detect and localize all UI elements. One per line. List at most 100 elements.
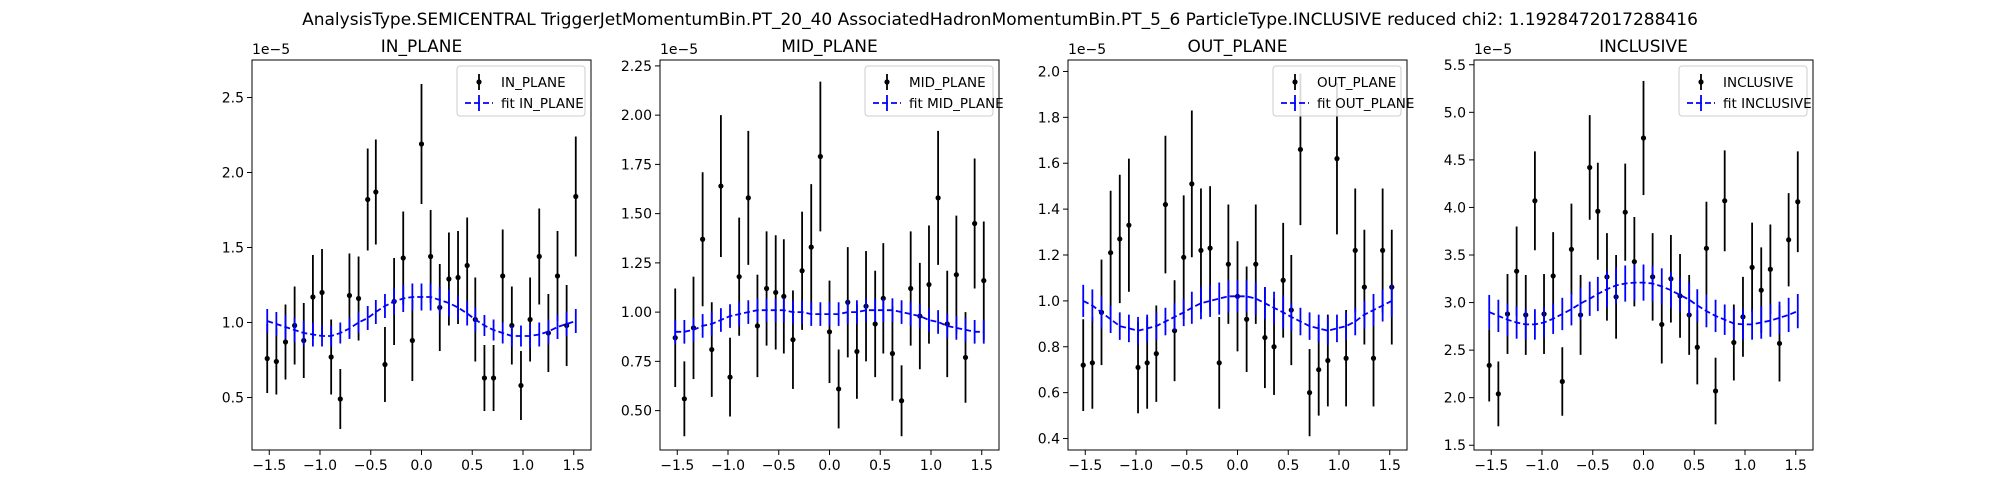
data-point	[464, 262, 470, 269]
data-point	[1370, 355, 1377, 361]
data-point	[365, 196, 371, 203]
data-point	[382, 361, 388, 368]
legend-fit-label: fit OUT_PLANE	[1317, 96, 1414, 112]
y-tick-label: 0.75	[621, 354, 652, 370]
legend-data-label: INCLUSIVE	[1723, 75, 1794, 91]
data-point	[1108, 250, 1114, 256]
data-point	[926, 281, 932, 288]
y-tick-label: 1.6	[1038, 156, 1060, 172]
y-tick-label: 5.5	[1444, 58, 1466, 74]
data-point	[826, 329, 833, 335]
y-tick-label: 2.5	[1444, 343, 1466, 359]
y-tick-label: 5.0	[1444, 105, 1466, 121]
panel-title: MID_PLANE	[781, 37, 877, 57]
y-tick-label: 0.4	[1038, 432, 1060, 448]
data-point	[799, 268, 805, 274]
data-point	[1532, 198, 1538, 204]
x-tick-label: 0.0	[1632, 458, 1654, 474]
legend-fit-label: fit IN_PLANE	[501, 96, 584, 112]
data-point	[1153, 351, 1159, 357]
y-tick-label: 3.5	[1444, 248, 1466, 264]
data-point	[536, 253, 542, 260]
x-tick-label: −1.5	[252, 458, 286, 474]
subplot-inclusive: INCLUSIVE 1e−5 −1.5 −1.0 −0.5 0.0 0.5 1.0 1.5 1.5…	[1444, 37, 1814, 474]
data-point	[1126, 222, 1132, 228]
y-tick-label: 0.5	[222, 391, 244, 407]
y-tick-label: 1.25	[621, 256, 652, 272]
data-point	[981, 278, 987, 284]
legend-fit-label: fit INCLUSIVE	[1723, 96, 1812, 112]
fit-line	[675, 309, 984, 333]
y-tick-label: 1.2	[1038, 248, 1060, 264]
data-point	[518, 382, 524, 389]
y-scale-label: 1e−5	[1474, 42, 1512, 58]
subplot-out-plane: OUT_PLANE 1e−5 −1.5 −1.0 −0.5 0.0 0.5 1.0 1.5 0.4…	[1038, 37, 1415, 474]
data-point	[1659, 321, 1665, 328]
data-point	[282, 339, 289, 345]
data-point	[1198, 247, 1204, 254]
figure-suptitle: AnalysisType.SEMICENTRAL TriggerJetMomen…	[302, 10, 1698, 30]
data-point	[953, 272, 959, 278]
data-point	[346, 292, 353, 299]
y-scale-label: 1e−5	[660, 42, 698, 58]
data-point	[1262, 334, 1268, 341]
fit-line	[1488, 281, 1799, 326]
legend-data-label: OUT_PLANE	[1317, 75, 1396, 91]
data-point	[355, 295, 362, 302]
data-point	[1595, 208, 1601, 214]
data-point	[1694, 344, 1700, 350]
data-point	[1361, 284, 1367, 290]
x-tick-label: 0.0	[818, 458, 840, 474]
y-tick-label: 1.75	[621, 157, 652, 173]
legend-data-label: IN_PLANE	[501, 75, 566, 91]
data-point	[1767, 266, 1773, 272]
x-tick-label: 1.0	[1328, 458, 1350, 474]
x-tick-label: 0.0	[1226, 458, 1248, 474]
data-point	[854, 348, 860, 355]
data-point	[962, 354, 969, 361]
axes-frame	[659, 59, 1000, 451]
x-tick-label: −1.5	[1068, 458, 1102, 474]
data-point	[500, 273, 506, 279]
data-point	[1216, 360, 1222, 366]
y-tick-label: 2.0	[1038, 64, 1060, 80]
data-point	[1297, 146, 1304, 153]
x-tick-label: 0.5	[869, 458, 891, 474]
y-tick-label: 2.5	[222, 91, 244, 107]
data-point	[490, 375, 497, 381]
data-point	[1640, 135, 1647, 141]
data-point	[1776, 340, 1783, 347]
data-point	[554, 273, 561, 279]
x-tick-label: 1.0	[920, 458, 942, 474]
subplot-mid-plane: MID_PLANE 1e−5 −1.5 −1.0 −0.5 0.0 0.5 1.0 1.5 0.5…	[621, 37, 1004, 474]
y-scale-label: 1e−5	[252, 42, 290, 58]
x-tick-label: 0.0	[410, 458, 432, 474]
data-point	[727, 374, 733, 380]
data-point	[1587, 164, 1593, 171]
x-tick-label: −1.5	[1474, 458, 1508, 474]
data-point	[1786, 237, 1792, 243]
x-tick-label: 1.0	[512, 458, 534, 474]
data-point	[1207, 245, 1213, 251]
data-point	[1731, 339, 1737, 346]
data-point	[718, 183, 724, 189]
x-tick-label: −1.0	[303, 458, 337, 474]
data-point	[1225, 261, 1231, 267]
x-tick-label: 1.0	[1734, 458, 1756, 474]
y-tick-label: 2.25	[621, 59, 652, 75]
data-point	[481, 375, 488, 381]
y-tick-label: 1.50	[621, 207, 652, 223]
x-tick-label: −0.5	[354, 458, 388, 474]
data-point	[1722, 198, 1728, 204]
data-point	[310, 294, 316, 300]
y-tick-label: 1.0	[1038, 294, 1060, 310]
data-point	[889, 350, 896, 357]
legend-data-dot	[1292, 79, 1298, 85]
data-point	[700, 236, 706, 242]
data-point	[1280, 277, 1286, 283]
data-point	[1135, 364, 1141, 371]
data-point	[1550, 273, 1556, 279]
data-point	[1486, 362, 1492, 368]
